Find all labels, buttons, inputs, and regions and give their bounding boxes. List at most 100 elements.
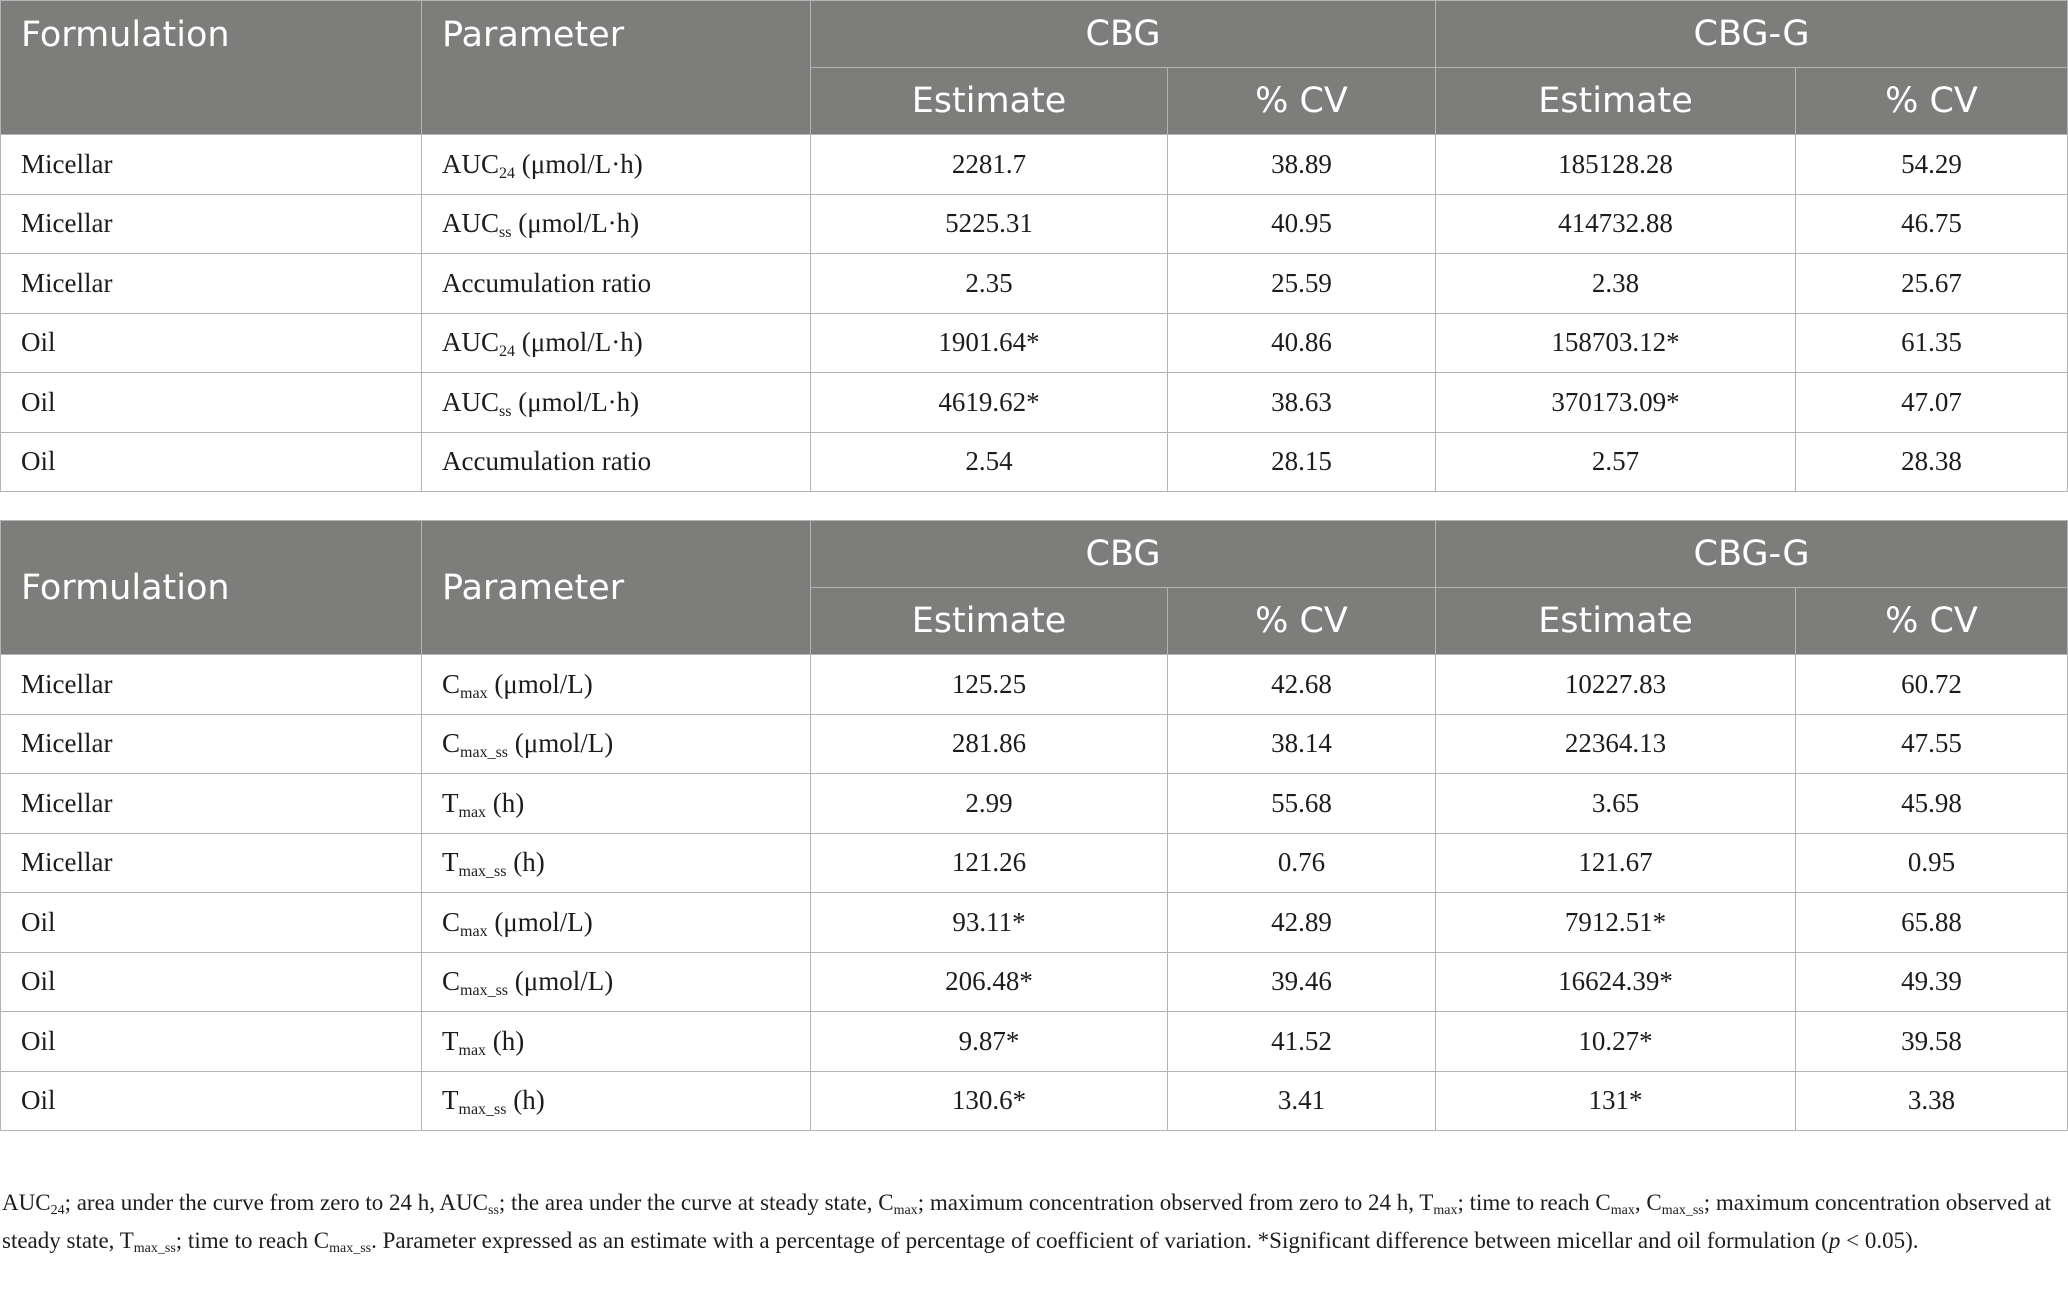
footnote-text: ; the area under the curve at steady sta… [498,1190,894,1215]
cmax-tmax-table-body: Micellar Cmax (μmol/L) 125.25 42.68 1022… [0,654,2068,1131]
cbgg-cv-cell: 3.38 [1795,1070,2068,1131]
cbgg-estimate-cell: 3.65 [1435,773,1796,834]
parameter-symbol: T [442,1085,459,1116]
cbgg-estimate-cell: 2.38 [1435,253,1796,314]
cbg-estimate-cell: 206.48* [810,951,1168,1012]
cbg-cv-cell: 28.15 [1167,431,1436,492]
table-row: Oil AUCss (μmol/L·h) 4619.62* 38.63 3701… [0,372,2068,433]
cbgg-estimate-cell: 2.57 [1435,431,1796,492]
cbgg-estimate-header: Estimate [1435,67,1796,135]
parameter-subscript: max_ss [458,1101,507,1119]
parameter-subscript: max_ss [460,982,509,1000]
auc-table-body: Micellar AUC24 (μmol/L·h) 2281.7 38.89 1… [0,134,2068,492]
formulation-cell: Micellar [0,134,422,195]
cbgg-estimate-cell: 370173.09* [1435,372,1796,433]
parameter-unit: (μmol/L) [508,966,614,997]
formulation-header: Formulation [0,0,422,135]
parameter-subscript: max [460,922,488,940]
cbgg-cv-cell: 47.55 [1795,713,2068,774]
parameter-cell: AUC24 (μmol/L·h) [421,312,811,373]
footnote-subscript: 24 [50,1203,65,1218]
parameter-unit: (μmol/L) [487,668,593,699]
cbg-estimate-cell: 4619.62* [810,372,1168,433]
cbg-cv-header: % CV [1167,587,1436,655]
cbgg-cv-header: % CV [1795,67,2068,135]
cbgg-estimate-cell: 121.67 [1435,832,1796,893]
header-row-2: Estimate % CV Estimate % CV [1,67,2068,135]
cbgg-cv-cell: 61.35 [1795,312,2068,373]
parameter-symbol: AUC [442,208,500,239]
parameter-subscript: max [460,684,488,702]
cmax-tmax-table: Formulation Parameter CBG CBG-G Estimate… [0,520,2068,1131]
cbg-cv-header: % CV [1167,67,1436,135]
cbgg-cv-cell: 65.88 [1795,892,2068,953]
cbg-estimate-header: Estimate [810,67,1168,135]
footnote-text: ; time to reach C [1457,1190,1611,1215]
cbg-estimate-cell: 9.87* [810,1011,1168,1072]
table-row: Oil AUC24 (μmol/L·h) 1901.64* 40.86 1587… [0,312,2068,373]
parameter-symbol: T [442,787,459,818]
cbg-cv-cell: 42.89 [1167,892,1436,953]
table-row: Micellar AUCss (μmol/L·h) 5225.31 40.95 … [0,193,2068,254]
parameter-cell: Cmax (μmol/L) [421,892,811,953]
parameter-cell: AUC24 (μmol/L·h) [421,134,811,195]
document: Formulation Parameter CBG CBG-G Estimate… [0,0,2068,1131]
footnote-p-symbol: p [1828,1228,1841,1253]
cbg-estimate-cell: 2.35 [810,253,1168,314]
parameter-subscript: max [458,1041,487,1059]
footnote-subscript: max [1610,1203,1635,1218]
cbgg-estimate-cell: 185128.28 [1435,134,1796,195]
parameter-symbol: AUC [442,327,500,358]
footnote-subscript: ss [488,1203,499,1218]
cbg-estimate-cell: 93.11* [810,892,1168,953]
parameter-unit: (μmol/L) [508,728,614,759]
table-gap [0,492,2068,520]
cbg-estimate-cell: 5225.31 [810,193,1168,254]
cbgg-cv-cell: 45.98 [1795,773,2068,834]
cbgg-cv-cell: 0.95 [1795,832,2068,893]
cbgg-cv-cell: 25.67 [1795,253,2068,314]
parameter-subscript: ss [499,224,512,242]
parameter-cell: Cmax (μmol/L) [421,654,811,715]
footnote-text: ; area under the curve from zero to 24 h… [64,1190,488,1215]
formulation-header: Formulation [0,520,422,655]
formulation-cell: Micellar [0,654,422,715]
parameter-header: Parameter [421,0,811,135]
parameter-unit: (μmol/L·h) [511,386,640,417]
parameter-unit: (h) [486,787,525,818]
formulation-cell: Oil [0,951,422,1012]
parameter-symbol: T [442,1025,459,1056]
cbg-cv-cell: 3.41 [1167,1070,1436,1131]
cbgg-estimate-cell: 16624.39* [1435,951,1796,1012]
cbgg-estimate-cell: 131* [1435,1070,1796,1131]
footnote-text: < 0.05). [1840,1228,1919,1253]
parameter-symbol: C [442,728,461,759]
parameter-symbol: T [442,847,459,878]
parameter-symbol: AUC [442,386,500,417]
formulation-cell: Oil [0,1011,422,1072]
cbg-estimate-cell: 125.25 [810,654,1168,715]
formulation-cell: Oil [0,431,422,492]
table-footnote: AUC24; area under the curve from zero to… [2,1184,2062,1260]
parameter-symbol: C [442,906,461,937]
cbgg-estimate-cell: 7912.51* [1435,892,1796,953]
footnote-text: ; maximum concentration observed at stea… [2,1190,2052,1253]
cbgg-cv-cell: 47.07 [1795,372,2068,433]
formulation-cell: Oil [0,892,422,953]
parameter-cell: Accumulation ratio [421,253,811,314]
parameter-header: Parameter [421,520,811,655]
cbg-cv-cell: 55.68 [1167,773,1436,834]
table-row: Oil Tmax (h) 9.87* 41.52 10.27* 39.58 [0,1011,2068,1072]
cbgg-cv-cell: 39.58 [1795,1011,2068,1072]
parameter-cell: Accumulation ratio [421,431,811,492]
cbgg-cv-cell: 49.39 [1795,951,2068,1012]
footnote-text: ; maximum concentration observed from ze… [917,1190,1434,1215]
footnote-text: ; time to reach C [175,1228,330,1253]
parameter-symbol: Accumulation ratio [442,446,652,477]
cbgg-estimate-cell: 10227.83 [1435,654,1796,715]
table-row: Oil Cmax_ss (μmol/L) 206.48* 39.46 16624… [0,951,2068,1012]
parameter-unit: (μmol/L) [487,906,593,937]
cbg-estimate-cell: 1901.64* [810,312,1168,373]
parameter-cell: Cmax_ss (μmol/L) [421,713,811,774]
parameter-subscript: max_ss [458,863,507,881]
